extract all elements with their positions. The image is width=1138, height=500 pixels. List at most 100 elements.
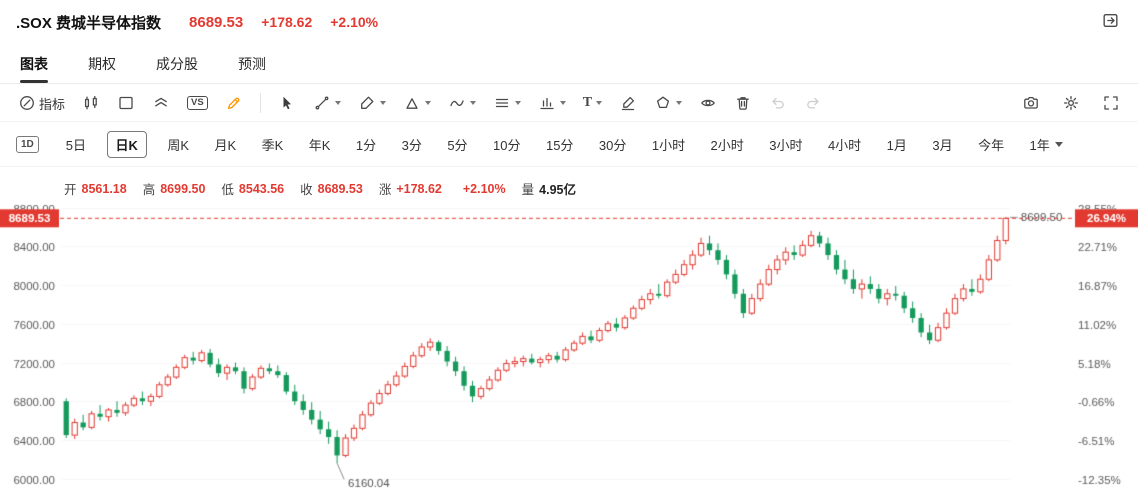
timeframe-label: 月K (214, 138, 237, 153)
chevron-down-icon (334, 101, 341, 105)
fullscreen-icon (1104, 96, 1118, 110)
screenshot-button[interactable] (1020, 92, 1042, 114)
measure-tool-button[interactable] (536, 92, 568, 114)
tab-label: 预测 (238, 55, 266, 72)
text-tool-button[interactable]: T (581, 94, 604, 112)
timeframe-label: 3小时 (769, 138, 803, 153)
redo-icon (807, 97, 819, 109)
timeframe-button[interactable]: 1年 (1025, 131, 1068, 158)
timeframe-label: 1月 (886, 138, 907, 153)
timeframe-button[interactable]: 30分 (594, 131, 631, 158)
tab-bar: 图表 期权 成分股 预测 (0, 44, 1138, 84)
timeframe-button[interactable]: 月K (210, 131, 242, 158)
wave-icon (450, 100, 464, 107)
marker-tool-button[interactable] (617, 92, 639, 114)
timeframe-button[interactable]: 15分 (541, 131, 578, 158)
timeframe-button[interactable]: 4小时 (823, 131, 866, 158)
timeframe-button[interactable]: 日K (106, 131, 147, 158)
multi-chart-button[interactable] (150, 92, 172, 114)
pentagon-icon (656, 96, 670, 109)
chevron-down-icon (379, 101, 386, 105)
chart-settings-button[interactable] (1060, 92, 1082, 114)
timeframe-list: 5日 日K 周K 月K 季K 年K 1分 3分 5分 10分 15分 (61, 131, 1068, 158)
tab[interactable]: 图表 (18, 44, 50, 83)
chevron-down-icon (1054, 142, 1063, 147)
marker-icon (621, 96, 635, 111)
timeframe-label: 年K (308, 138, 331, 153)
timeframe-button[interactable]: 2小时 (706, 131, 749, 158)
header: .SOX 费城半导体指数 8689.53 +178.62 +2.10% (0, 0, 1138, 44)
eye-icon (701, 99, 715, 107)
timeframe-button[interactable]: 1小时 (647, 131, 690, 158)
tab-label: 期权 (88, 55, 116, 72)
wave-tool-button[interactable] (446, 92, 478, 114)
horizontal-lines-tool-button[interactable] (491, 92, 523, 114)
triangle-icon (406, 98, 418, 109)
indicator-icon (20, 96, 34, 110)
timeframe-button[interactable]: 3分 (397, 131, 427, 158)
timeframe-button[interactable]: 1分 (351, 131, 381, 158)
chevron-down-icon (424, 101, 431, 105)
chevron-down-icon (514, 101, 521, 105)
timeframe-label: 今年 (978, 138, 1005, 153)
timeframe-label: 15分 (545, 138, 574, 153)
pane-icon (119, 96, 133, 110)
tab-label: 成分股 (156, 55, 198, 72)
timeframe-button[interactable]: 年K (304, 131, 336, 158)
timeframe-bar: 1D 5日 日K 周K 月K 季K 年K 1分 3分 5分 10分 (0, 123, 1138, 167)
timeframe-label: 1分 (355, 138, 377, 153)
timeframe-button[interactable]: 季K (257, 131, 289, 158)
undo-icon (772, 97, 784, 109)
timeframe-button[interactable]: 10分 (488, 131, 525, 158)
trendline-tool-button[interactable] (311, 92, 343, 114)
lines-icon (495, 98, 508, 108)
visibility-button[interactable] (697, 92, 719, 114)
period-settings-button[interactable]: 1D (16, 136, 39, 153)
candlestick-chart[interactable] (0, 192, 1138, 500)
tab[interactable]: 成分股 (154, 44, 200, 83)
quote-summary: 8689.53 +178.62 +2.10% (189, 14, 378, 31)
timeframe-button[interactable]: 今年 (973, 131, 1009, 158)
price-change: +178.62 (261, 13, 313, 30)
timeframe-label: 10分 (493, 138, 521, 153)
tab[interactable]: 期权 (86, 44, 118, 83)
chevron-down-icon (676, 101, 683, 105)
indicators-label: 指标 (39, 96, 66, 112)
timeframe-label: 30分 (598, 138, 627, 153)
timeframe-button[interactable]: 5分 (442, 131, 472, 158)
cursor-tool-button[interactable] (276, 92, 298, 114)
chevron-down-icon (469, 101, 476, 105)
drawing-tools-button[interactable] (223, 92, 245, 114)
timeframe-label: 周K (167, 138, 190, 153)
text-tool-icon: T (582, 95, 593, 110)
timeframe-label: 3月 (932, 138, 953, 153)
trash-icon (737, 97, 749, 110)
timeframe-label: 1年 (1029, 138, 1050, 153)
fullscreen-button[interactable] (1100, 92, 1122, 114)
price-change-percent: +2.10% (330, 13, 379, 30)
chart-style-button[interactable] (80, 92, 102, 114)
timeframe-button[interactable]: 3小时 (764, 131, 807, 158)
timeframe-button[interactable]: 3月 (927, 131, 957, 158)
delete-drawings-button[interactable] (732, 92, 754, 114)
pen-icon (360, 96, 374, 109)
sticker-tool-button[interactable] (652, 92, 684, 114)
chevron-down-icon (596, 101, 603, 105)
compare-button[interactable]: VS (185, 94, 210, 112)
undo-button[interactable] (767, 92, 789, 114)
timeframe-button[interactable]: 1月 (882, 131, 912, 158)
timeframe-label: 2小时 (710, 138, 744, 153)
open-in-window-button[interactable] (1099, 9, 1122, 35)
camera-icon (1024, 96, 1038, 109)
indicators-button[interactable]: 指标 (16, 92, 67, 115)
timeframe-button[interactable]: 周K (162, 131, 194, 158)
layout-button[interactable] (115, 92, 137, 114)
timeframe-button[interactable]: 5日 (61, 131, 91, 158)
timeframe-label: 5日 (65, 138, 87, 153)
tab[interactable]: 预测 (236, 44, 268, 83)
pen-tool-button[interactable] (356, 92, 388, 114)
candlestick-style-icon (84, 95, 97, 110)
shape-tool-button[interactable] (401, 92, 433, 114)
redo-button[interactable] (802, 92, 824, 114)
